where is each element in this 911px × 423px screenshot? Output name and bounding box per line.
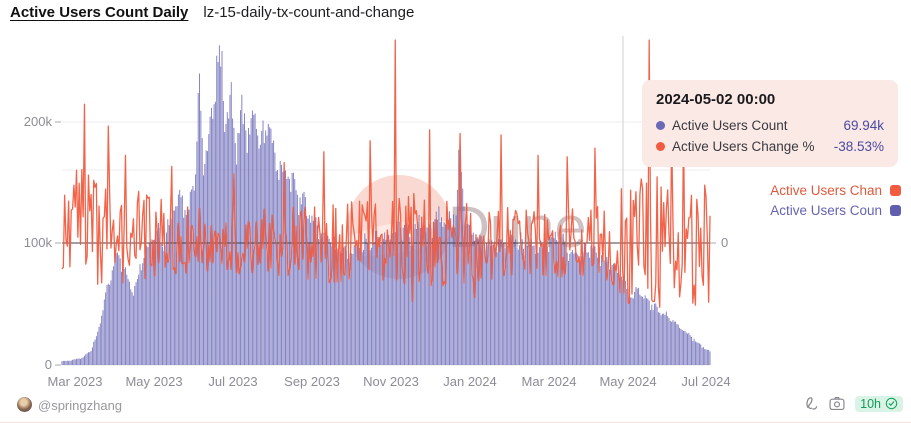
y-left-label-0: 0	[45, 357, 52, 372]
query-name: lz-15-daily-tx-count-and-change	[203, 4, 415, 21]
signature-icon[interactable]	[804, 395, 819, 412]
author-handle[interactable]: @springzhang	[38, 398, 123, 413]
x-label-jul-2023: Jul 2023	[208, 374, 257, 389]
y-left-label-200k: 200k	[24, 114, 53, 129]
x-label-may-2023: May 2023	[125, 374, 182, 389]
footer-actions: 10h	[804, 395, 903, 412]
tooltip-row-count: Active Users Count 69.94k	[656, 115, 884, 136]
legend-item-change[interactable]: Active Users Chan	[770, 183, 901, 198]
x-label-may-2024: May 2024	[599, 374, 656, 389]
freshness-badge: 10h	[855, 395, 903, 412]
tooltip-change-label: Active Users Change %	[672, 139, 815, 154]
x-label-jan-2024: Jan 2024	[443, 374, 497, 389]
chart-legend: Active Users Chan Active Users Coun	[770, 183, 901, 218]
avatar[interactable]	[17, 397, 32, 412]
legend-count-marker-icon	[890, 205, 901, 216]
legend-item-count[interactable]: Active Users Coun	[770, 203, 901, 218]
tooltip-row-change: Active Users Change % -38.53%	[656, 136, 884, 157]
header: Active Users Count Daily lz-15-daily-tx-…	[10, 4, 414, 21]
change-line[interactable]	[61, 39, 711, 308]
x-label-sep-2023: Sep 2023	[284, 374, 340, 389]
tooltip-change-value: -38.53%	[833, 139, 884, 154]
legend-change-label: Active Users Chan	[770, 183, 882, 198]
tooltip-date: 2024-05-02 00:00	[656, 91, 776, 108]
x-label-mar-2023: Mar 2023	[48, 374, 103, 389]
x-label-jul-2024: Jul 2024	[681, 374, 730, 389]
check-circle-icon	[885, 397, 898, 410]
x-label-nov-2023: Nov 2023	[363, 374, 419, 389]
count-series-dot-icon	[656, 121, 665, 130]
tooltip-count-label: Active Users Count	[672, 118, 788, 133]
legend-change-marker-icon	[890, 185, 901, 196]
badge-duration: 10h	[860, 396, 881, 411]
camera-icon[interactable]	[829, 396, 845, 411]
y-left-label-100k: 100k	[24, 235, 53, 250]
change-series-dot-icon	[656, 142, 665, 151]
legend-count-label: Active Users Coun	[770, 203, 882, 218]
page-title: Active Users Count Daily	[10, 4, 189, 21]
y-right-label-0: 0	[721, 235, 728, 250]
x-label-mar-2024: Mar 2024	[522, 374, 577, 389]
chart-tooltip: 2024-05-02 00:00 Active Users Count 69.9…	[642, 80, 898, 167]
tooltip-count-value: 69.94k	[843, 118, 884, 133]
